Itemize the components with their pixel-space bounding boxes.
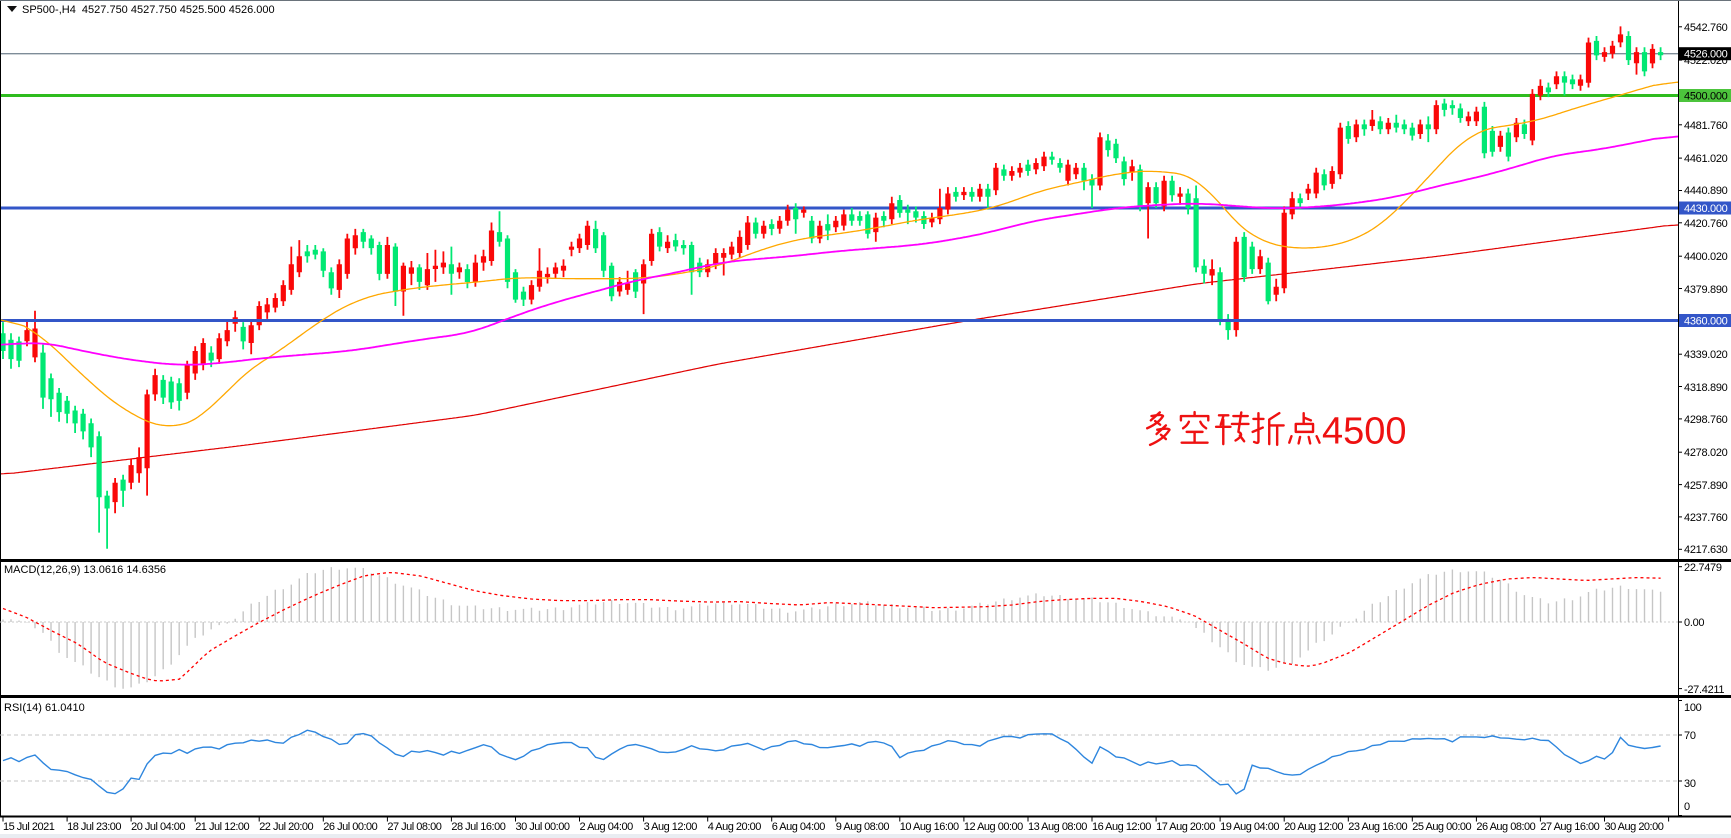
svg-text:9 Aug 08:00: 9 Aug 08:00 [836,821,890,833]
svg-text:4278.020: 4278.020 [1684,447,1728,459]
svg-text:23 Aug 16:00: 23 Aug 16:00 [1348,821,1407,833]
svg-text:4500.000: 4500.000 [1684,91,1728,103]
svg-text:4 Aug 20:00: 4 Aug 20:00 [708,821,762,833]
svg-text:22 Jul 20:00: 22 Jul 20:00 [259,821,313,833]
svg-text:4542.760: 4542.760 [1684,22,1728,34]
svg-text:4360.000: 4360.000 [1684,316,1728,328]
svg-text:25 Aug 00:00: 25 Aug 00:00 [1412,821,1471,833]
svg-text:4237.760: 4237.760 [1684,512,1728,524]
svg-text:30 Aug 20:00: 30 Aug 20:00 [1605,821,1664,833]
svg-text:19 Aug 04:00: 19 Aug 04:00 [1220,821,1279,833]
svg-text:17 Aug 20:00: 17 Aug 20:00 [1156,821,1215,833]
svg-text:RSI(14) 61.0410: RSI(14) 61.0410 [4,702,85,714]
svg-text:12 Aug 00:00: 12 Aug 00:00 [964,821,1023,833]
svg-text:4461.020: 4461.020 [1684,153,1728,165]
svg-text:4257.890: 4257.890 [1684,480,1728,492]
svg-text:21 Jul 12:00: 21 Jul 12:00 [195,821,249,833]
svg-text:13 Aug 08:00: 13 Aug 08:00 [1028,821,1087,833]
svg-text:27 Aug 16:00: 27 Aug 16:00 [1540,821,1599,833]
svg-text:-27.4211: -27.4211 [1684,684,1724,696]
svg-text:2 Aug 04:00: 2 Aug 04:00 [580,821,634,833]
svg-text:4400.020: 4400.020 [1684,251,1728,263]
svg-text:0.00: 0.00 [1684,617,1704,629]
svg-text:4217.630: 4217.630 [1684,544,1728,556]
svg-text:27 Jul 08:00: 27 Jul 08:00 [387,821,441,833]
svg-text:3 Aug 12:00: 3 Aug 12:00 [644,821,698,833]
svg-text:MACD(12,26,9) 13.0616 14.6356: MACD(12,26,9) 13.0616 14.6356 [4,564,166,576]
svg-text:4420.760: 4420.760 [1684,218,1728,230]
svg-text:28 Jul 16:00: 28 Jul 16:00 [451,821,505,833]
svg-text:0: 0 [1684,801,1690,813]
svg-text:30: 30 [1684,778,1696,790]
svg-text:30 Jul 00:00: 30 Jul 00:00 [516,821,570,833]
svg-text:4500: 4500 [1322,411,1407,453]
svg-text:4318.890: 4318.890 [1684,382,1728,394]
svg-text:26 Aug 08:00: 26 Aug 08:00 [1476,821,1535,833]
svg-text:4430.000: 4430.000 [1684,203,1728,215]
svg-text:4298.760: 4298.760 [1684,414,1728,426]
svg-text:20 Jul 04:00: 20 Jul 04:00 [131,821,185,833]
svg-text:4481.760: 4481.760 [1684,120,1728,132]
svg-text:6 Aug 04:00: 6 Aug 04:00 [772,821,826,833]
svg-text:26 Jul 00:00: 26 Jul 00:00 [323,821,377,833]
svg-text:20 Aug 12:00: 20 Aug 12:00 [1284,821,1343,833]
svg-text:70: 70 [1684,730,1696,742]
svg-text:4339.020: 4339.020 [1684,349,1728,361]
svg-text:10 Aug 16:00: 10 Aug 16:00 [900,821,959,833]
svg-text:100: 100 [1684,702,1702,714]
svg-text:16 Aug 12:00: 16 Aug 12:00 [1092,821,1151,833]
svg-text:22.7479: 22.7479 [1684,562,1722,574]
svg-text:4440.890: 4440.890 [1684,185,1728,197]
svg-text:15 Jul 2021: 15 Jul 2021 [3,821,55,833]
svg-text:4526.000: 4526.000 [1684,49,1728,61]
svg-text:18 Jul 23:00: 18 Jul 23:00 [67,821,121,833]
svg-text:4379.890: 4379.890 [1684,284,1728,296]
svg-text:SP500-,H4 4527.750 4527.750 4: SP500-,H4 4527.750 4527.750 4525.500 452… [22,4,275,16]
